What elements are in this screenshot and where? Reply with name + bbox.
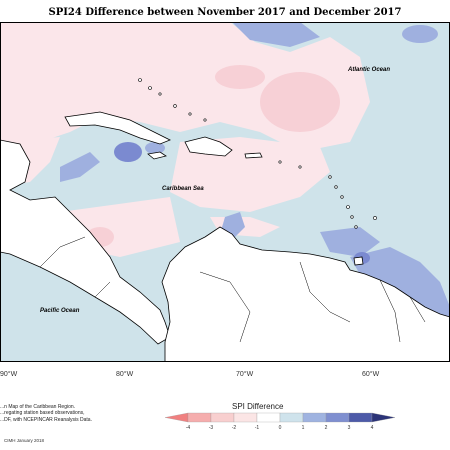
cuba-island (64, 111, 171, 145)
legend-tick-label: -1 (255, 425, 260, 431)
legend-swatch (371, 412, 396, 423)
legend-swatch (279, 412, 304, 423)
south-america (161, 226, 450, 362)
lon-label-60w: 60°W (362, 371, 380, 378)
lon-label-70w: 70°W (236, 371, 254, 378)
legend-swatch (302, 412, 327, 423)
precipitation-map: Atlantic Ocean Caribbean Sea Pacific Oce… (0, 22, 450, 362)
legend-colorbar: -4 -3 -2 -1 0 1 2 3 4 (164, 412, 396, 431)
legend-tick-label: 0 (279, 425, 282, 431)
legend-tick-label: 1 (302, 425, 305, 431)
legend-title: SPI Difference (232, 402, 284, 411)
jamaica-island (147, 151, 167, 160)
hispaniola-island (184, 136, 233, 157)
legend-tick-label: -4 (186, 425, 191, 431)
legend-swatch (348, 412, 373, 423)
credit-line: ...regating station based observations, (0, 410, 85, 417)
legend-swatch (210, 412, 235, 423)
land-masses (0, 111, 450, 362)
small-islands (138, 78, 377, 229)
legend-swatch (325, 412, 350, 423)
legend-swatch (164, 412, 189, 423)
central-america (0, 139, 171, 345)
legend-tick-label: -3 (209, 425, 214, 431)
credit-line: ...DF, with NCEPINCAR Reanalysis Data. (0, 416, 92, 423)
legend-swatch (256, 412, 281, 423)
credit-footer: CIMH January 2018 (4, 438, 45, 443)
credit-text: ...n Map of the Caribbean Region. ...reg… (0, 404, 92, 423)
legend-tick-label: 2 (325, 425, 328, 431)
atlantic-ocean-label: Atlantic Ocean (347, 67, 390, 73)
map-title: SPI24 Difference between November 2017 a… (48, 7, 402, 18)
legend-swatch (187, 412, 212, 423)
legend-tick-label: -2 (232, 425, 237, 431)
lon-label-80w: 80°W (116, 371, 134, 378)
pacific-ocean-label: Pacific Ocean (40, 308, 80, 314)
legend-tick-label: 4 (371, 425, 374, 431)
country-borders (39, 236, 426, 343)
legend-swatch (233, 412, 258, 423)
caribbean-sea-label: Caribbean Sea (162, 186, 204, 192)
legend-tick-label: 3 (348, 425, 351, 431)
lon-label-90w: 90°W (0, 371, 18, 378)
credit-line: ...n Map of the Caribbean Region. (0, 404, 76, 410)
puerto-rico-island (244, 152, 263, 159)
trinidad-island (353, 256, 364, 266)
